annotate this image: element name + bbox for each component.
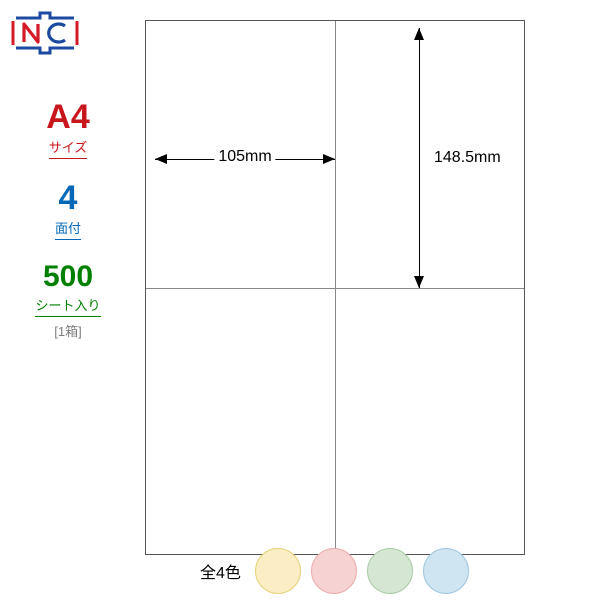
spec-size: A4 サイズ	[18, 100, 118, 159]
spec-qty-box: [1箱]	[18, 321, 118, 340]
arrow-up-icon	[414, 28, 424, 40]
swatch-green	[367, 548, 413, 594]
spec-qty-value: 500	[18, 262, 118, 292]
spec-qty: 500 シート入り [1箱]	[18, 262, 118, 340]
arrow-left-icon	[155, 154, 167, 164]
dimension-width-unit: mm	[245, 148, 272, 165]
dimension-height-line	[419, 28, 420, 288]
label-layout-diagram	[145, 20, 525, 555]
arrow-down-icon	[414, 276, 424, 288]
spec-size-label: サイズ	[49, 137, 88, 159]
dimension-height-label: 148.5mm	[434, 149, 501, 167]
spec-faces: 4 面付	[18, 181, 118, 240]
spec-faces-label: 面付	[55, 218, 81, 240]
dimension-width: 105mm	[155, 150, 335, 170]
dimension-width-label: 105mm	[214, 148, 275, 166]
dimension-width-value: 105	[218, 148, 245, 165]
swatch-yellow	[255, 548, 301, 594]
spec-qty-label: シート入り	[35, 295, 100, 317]
color-swatch-row: 全4色	[200, 548, 469, 594]
swatch-count-label: 全4色	[200, 559, 241, 583]
dimension-height: 148.5mm	[410, 28, 430, 288]
diagram-horizontal-divider	[146, 288, 524, 289]
arrow-right-icon	[323, 154, 335, 164]
swatch-blue	[423, 548, 469, 594]
spec-sidebar: A4 サイズ 4 面付 500 シート入り [1箱]	[18, 100, 118, 362]
dimension-height-unit: mm	[474, 149, 501, 166]
dimension-height-value: 148.5	[434, 149, 474, 166]
spec-faces-value: 4	[18, 181, 118, 215]
swatch-pink	[311, 548, 357, 594]
spec-size-value: A4	[18, 100, 118, 134]
nc-logo	[10, 8, 80, 58]
